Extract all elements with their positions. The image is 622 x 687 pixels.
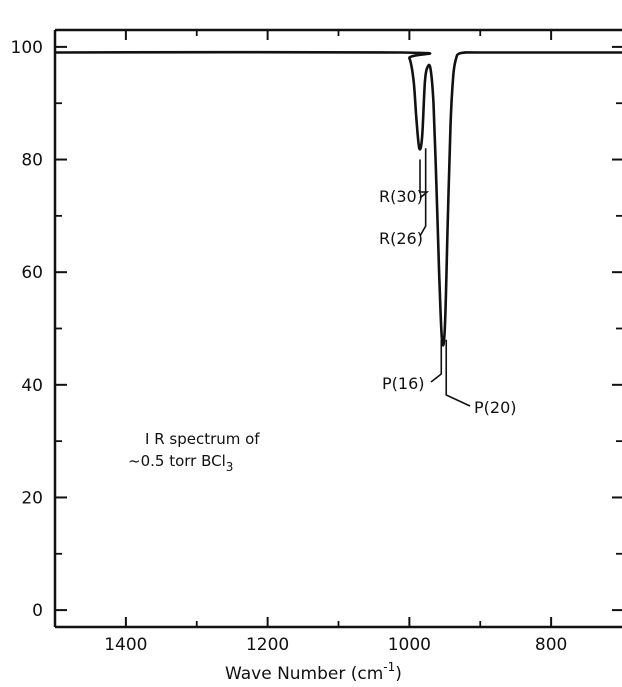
spectrum-line [54,50,622,347]
inset-caption-subscript: 3 [226,460,234,474]
x-axis-label-main: Wave Number (cm [225,664,383,684]
series-layer [54,50,622,347]
x-axis-label: Wave Number (cm-1) [225,660,402,684]
annotation-label: R(30) [379,187,423,206]
annotation-leader [419,148,427,237]
annotation-layer: R(30) R(26) P(16) P(20) [379,148,517,417]
y-tick-label: 60 [21,263,43,283]
annotation-leader [419,159,430,199]
y-tick-label: 100 [11,38,43,58]
y-tick-label: 80 [21,151,43,171]
inset-caption-line2: ~0.5 torr BCl3 [128,452,233,474]
annotation-label: P(16) [382,374,425,393]
x-tick-label: 1000 [388,635,431,655]
y-tick-label: 20 [21,488,43,508]
inset-caption-line1: I R spectrum of [145,430,260,448]
y-tick-label: 40 [21,376,43,396]
inset-caption-prefix: ~0.5 torr BCl [128,452,226,470]
y-tick-label: 0 [32,601,43,621]
annotation-label: P(20) [474,398,517,417]
annotation-leader [430,339,443,383]
x-tick-label: 800 [535,635,567,655]
annotation-leader [445,339,471,407]
x-tick-label: 1200 [246,635,289,655]
x-axis-label-superscript: -1 [383,660,395,674]
annotation-label: R(26) [379,229,423,248]
axis-ticks: 1400 1200 1000 800 0 20 40 60 80 100 [11,30,622,655]
x-tick-label: 1400 [104,635,147,655]
plot-axes [53,28,622,629]
x-axis-label-close: ) [395,664,402,684]
